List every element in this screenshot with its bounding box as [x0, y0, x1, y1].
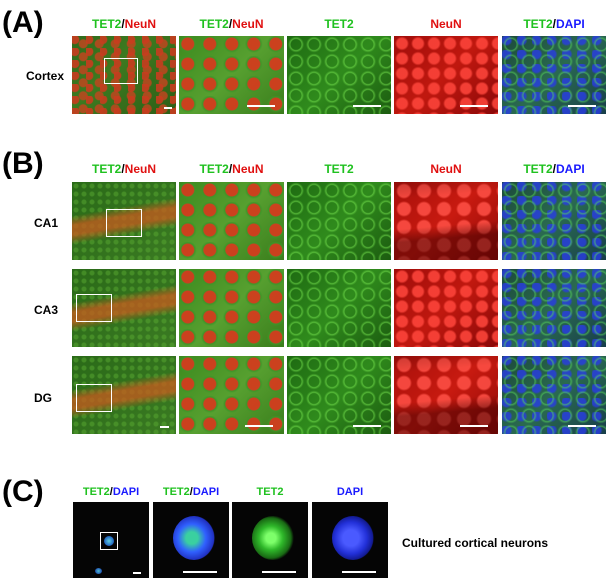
image-culture-tet2 — [232, 502, 308, 578]
neuron-nucleus — [173, 516, 215, 560]
image-ca3-tet2 — [287, 269, 391, 347]
scale-bar — [133, 572, 141, 574]
image-cortex-merge-overview — [72, 36, 176, 114]
scale-bar — [353, 425, 381, 427]
header-b-col1: TET2/NeuN — [91, 162, 157, 176]
neuron-nucleus — [332, 516, 374, 560]
panel-c-caption: Cultured cortical neurons — [402, 536, 549, 550]
header-a-col1: TET2/NeuN — [91, 17, 157, 31]
image-ca1-tet2-dapi — [502, 182, 606, 260]
image-ca3-tet2-dapi — [502, 269, 606, 347]
neuron-nucleus — [252, 516, 294, 560]
header-c-col2: TET2/DAPI — [162, 486, 220, 498]
image-cortex-merge-zoom — [179, 36, 284, 114]
scale-bar — [460, 105, 488, 107]
row-label-cortex: Cortex — [26, 69, 65, 83]
row-label-ca1: CA1 — [34, 216, 59, 230]
image-cortex-neun — [394, 36, 498, 114]
image-ca3-neun — [394, 269, 498, 347]
inset-box — [104, 58, 138, 84]
panel-a-label: (A) — [2, 6, 44, 39]
image-culture-tet2-dapi — [153, 502, 229, 578]
image-dg-merge-overview — [72, 356, 176, 434]
image-ca3-merge-overview — [72, 269, 176, 347]
panel-c-label: (C) — [2, 475, 44, 508]
header-c-col1: TET2/DAPI — [82, 486, 140, 498]
scale-bar — [568, 105, 596, 107]
image-dg-neun — [394, 356, 498, 434]
scale-bar — [262, 571, 296, 573]
header-a-col5: TET2/DAPI — [523, 17, 585, 31]
scale-bar — [342, 571, 376, 573]
scale-bar — [460, 425, 488, 427]
header-a-col2: TET2/NeuN — [199, 17, 264, 31]
scale-bar — [183, 571, 217, 573]
image-ca1-tet2 — [287, 182, 391, 260]
image-cortex-tet2-dapi — [502, 36, 606, 114]
scale-bar — [160, 426, 169, 428]
scale-bar — [247, 105, 275, 107]
header-b-col3: TET2 — [324, 162, 354, 176]
inset-box — [100, 532, 118, 550]
scale-bar — [164, 107, 172, 109]
panel-b-label: (B) — [2, 147, 44, 180]
header-a-col3: TET2 — [324, 17, 354, 31]
header-b-col5: TET2/DAPI — [523, 162, 585, 176]
neuron-cell — [95, 568, 102, 574]
header-b-col4: NeuN — [430, 162, 462, 176]
image-cortex-tet2 — [287, 36, 391, 114]
neuron-cell — [104, 536, 114, 546]
image-culture-dapi — [312, 502, 388, 578]
image-culture-overview — [73, 502, 149, 578]
row-label-dg: DG — [34, 391, 52, 405]
header-c-col4: DAPI — [336, 486, 364, 498]
header-a-col4: NeuN — [430, 17, 462, 31]
image-ca3-merge-zoom — [179, 269, 284, 347]
scale-bar — [353, 105, 381, 107]
inset-box — [76, 294, 112, 322]
inset-box — [76, 384, 112, 412]
scale-bar — [245, 425, 273, 427]
image-dg-tet2 — [287, 356, 391, 434]
image-ca1-neun — [394, 182, 498, 260]
image-ca1-merge-zoom — [179, 182, 284, 260]
row-label-ca3: CA3 — [34, 303, 59, 317]
header-c-col3: TET2 — [256, 486, 284, 498]
scale-bar — [568, 425, 596, 427]
header-b-col2: TET2/NeuN — [199, 162, 264, 176]
image-dg-tet2-dapi — [502, 356, 606, 434]
image-ca1-merge-overview — [72, 182, 176, 260]
image-dg-merge-zoom — [179, 356, 284, 434]
inset-box — [106, 209, 142, 237]
